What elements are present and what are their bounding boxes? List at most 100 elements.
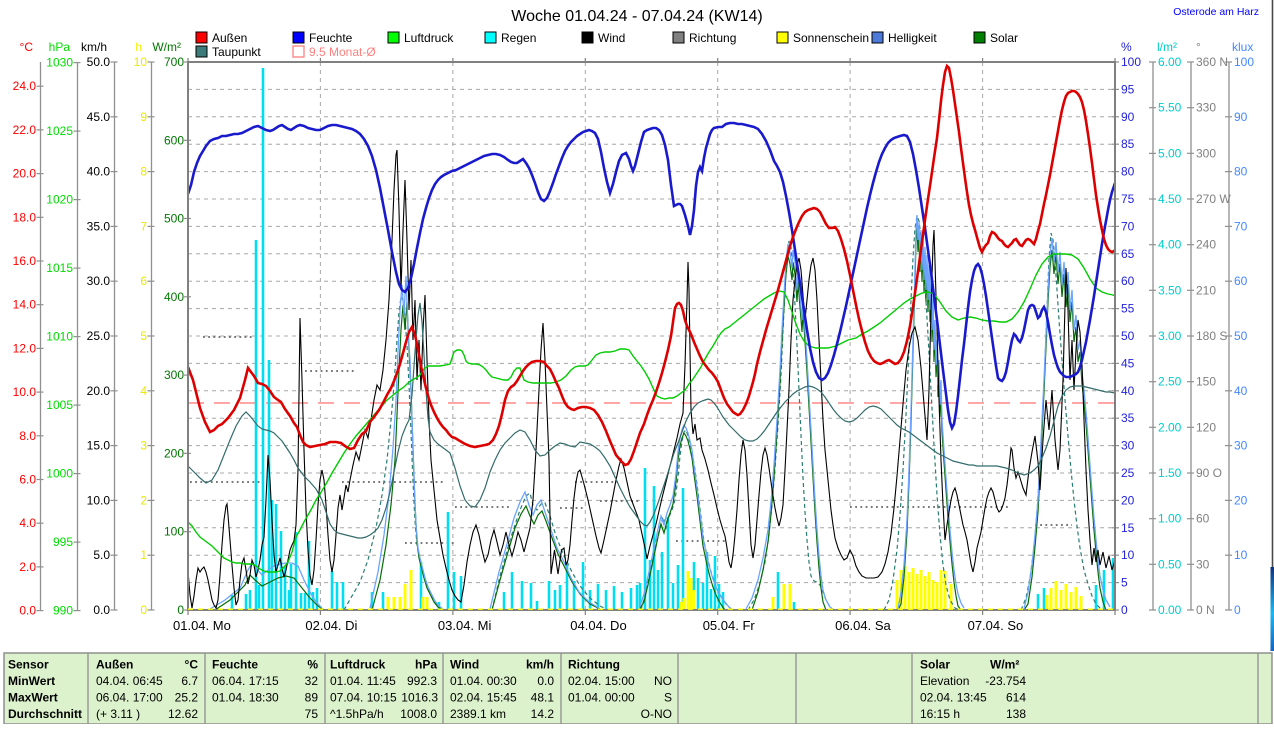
svg-text:km/h: km/h [526, 658, 554, 672]
svg-text:°C: °C [20, 40, 34, 54]
svg-text:9: 9 [140, 110, 147, 124]
svg-text:2.00: 2.00 [1158, 420, 1182, 434]
svg-text:6.7: 6.7 [181, 674, 198, 688]
svg-text:Sonnenschein: Sonnenschein [793, 31, 869, 45]
svg-text:%: % [307, 658, 318, 672]
svg-text:60: 60 [1121, 274, 1135, 288]
svg-text:14.0: 14.0 [13, 298, 37, 312]
svg-text:S: S [664, 691, 672, 705]
svg-text:120: 120 [1196, 420, 1216, 434]
svg-text:km/h: km/h [81, 40, 107, 54]
svg-text:75: 75 [305, 707, 319, 721]
svg-text:15: 15 [1121, 521, 1135, 535]
svg-text:4: 4 [140, 384, 147, 398]
svg-text:50: 50 [1234, 329, 1248, 343]
svg-text:2: 2 [140, 493, 147, 507]
svg-text:330: 330 [1196, 101, 1216, 115]
svg-text:6: 6 [140, 274, 147, 288]
svg-text:12.62: 12.62 [168, 707, 198, 721]
svg-text:Sensor: Sensor [8, 658, 49, 672]
svg-text:Taupunkt: Taupunkt [212, 45, 261, 59]
svg-text:3: 3 [140, 439, 147, 453]
svg-text:60: 60 [1196, 512, 1210, 526]
svg-text:Außen: Außen [96, 658, 133, 672]
svg-text:90 O: 90 O [1196, 466, 1222, 480]
svg-text:15.0: 15.0 [87, 439, 111, 453]
svg-text:1030: 1030 [46, 56, 73, 70]
svg-text:4.00: 4.00 [1158, 238, 1182, 252]
svg-text:100: 100 [164, 525, 184, 539]
svg-text:25: 25 [1121, 466, 1135, 480]
svg-text:MaxWert: MaxWert [8, 691, 58, 705]
svg-text:60: 60 [1234, 274, 1248, 288]
svg-text:70: 70 [1121, 219, 1135, 233]
svg-text:Richtung: Richtung [568, 658, 620, 672]
svg-text:1005: 1005 [46, 398, 73, 412]
svg-text:03.04. Mi: 03.04. Mi [438, 618, 492, 633]
svg-text:hPa: hPa [49, 40, 71, 54]
svg-text:0: 0 [140, 603, 147, 617]
svg-text:25.0: 25.0 [87, 329, 111, 343]
svg-text:180 S: 180 S [1196, 329, 1227, 343]
svg-text:3.00: 3.00 [1158, 329, 1182, 343]
svg-text:1000: 1000 [46, 467, 73, 481]
svg-text:200: 200 [164, 446, 184, 460]
svg-text:02.04. 15:45: 02.04. 15:45 [450, 691, 517, 705]
svg-text:01.04. 18:30: 01.04. 18:30 [212, 691, 279, 705]
svg-text:30: 30 [1196, 557, 1210, 571]
svg-text:16:15 h: 16:15 h [920, 707, 960, 721]
svg-text:50.0: 50.0 [87, 55, 111, 69]
svg-text:0.0: 0.0 [537, 674, 554, 688]
svg-text:5: 5 [1121, 576, 1128, 590]
svg-text:0.50: 0.50 [1158, 557, 1182, 571]
svg-text:30: 30 [1121, 439, 1135, 453]
svg-text:16.0: 16.0 [13, 254, 37, 268]
svg-text:Solar: Solar [920, 658, 950, 672]
svg-text:0: 0 [177, 603, 184, 617]
svg-text:01.04. 11:45: 01.04. 11:45 [330, 674, 396, 688]
svg-text:30: 30 [1234, 439, 1248, 453]
svg-text:270 W: 270 W [1196, 192, 1231, 206]
svg-text:5.00: 5.00 [1158, 146, 1182, 160]
svg-text:25.2: 25.2 [175, 691, 199, 705]
svg-text:1020: 1020 [46, 193, 73, 207]
svg-text:5.50: 5.50 [1158, 101, 1182, 115]
svg-text:75: 75 [1121, 192, 1135, 206]
svg-text:210: 210 [1196, 283, 1216, 297]
svg-text:22.0: 22.0 [13, 123, 37, 137]
svg-text:5: 5 [140, 329, 147, 343]
svg-text:NO: NO [654, 674, 672, 688]
svg-text:400: 400 [164, 290, 184, 304]
svg-text:45: 45 [1121, 356, 1135, 370]
svg-text:06.04. Sa: 06.04. Sa [835, 618, 891, 633]
svg-text:h: h [135, 40, 142, 54]
svg-text:8: 8 [140, 165, 147, 179]
svg-text:40: 40 [1234, 384, 1248, 398]
svg-text:6.00: 6.00 [1158, 55, 1182, 69]
svg-text:W/m²: W/m² [990, 658, 1019, 672]
svg-text:35.0: 35.0 [87, 219, 111, 233]
svg-text:W/m²: W/m² [152, 40, 181, 54]
svg-text:55: 55 [1121, 302, 1135, 316]
svg-text:10: 10 [134, 55, 148, 69]
svg-text:95: 95 [1121, 82, 1135, 96]
svg-text:2389.1 km: 2389.1 km [450, 707, 506, 721]
svg-text:20: 20 [1234, 493, 1248, 507]
svg-text:18.0: 18.0 [13, 210, 37, 224]
svg-text:70: 70 [1234, 219, 1248, 233]
svg-text:Durchschnitt: Durchschnitt [8, 707, 82, 721]
svg-text:150: 150 [1196, 375, 1216, 389]
svg-text:85: 85 [1121, 137, 1135, 151]
svg-text:100: 100 [1234, 55, 1254, 69]
svg-text:(+ 3.11 ): (+ 3.11 ) [96, 707, 140, 721]
svg-text:04.04. Do: 04.04. Do [570, 618, 626, 633]
svg-text:14.2: 14.2 [531, 707, 555, 721]
svg-text:300: 300 [1196, 146, 1216, 160]
svg-text:Luftdruck: Luftdruck [404, 31, 454, 45]
svg-text:500: 500 [164, 212, 184, 226]
svg-text:40.0: 40.0 [87, 165, 111, 179]
svg-text:1: 1 [140, 548, 147, 562]
svg-text:Feuchte: Feuchte [309, 31, 353, 45]
svg-text:%: % [1121, 40, 1132, 54]
svg-text:1016.3: 1016.3 [401, 691, 438, 705]
